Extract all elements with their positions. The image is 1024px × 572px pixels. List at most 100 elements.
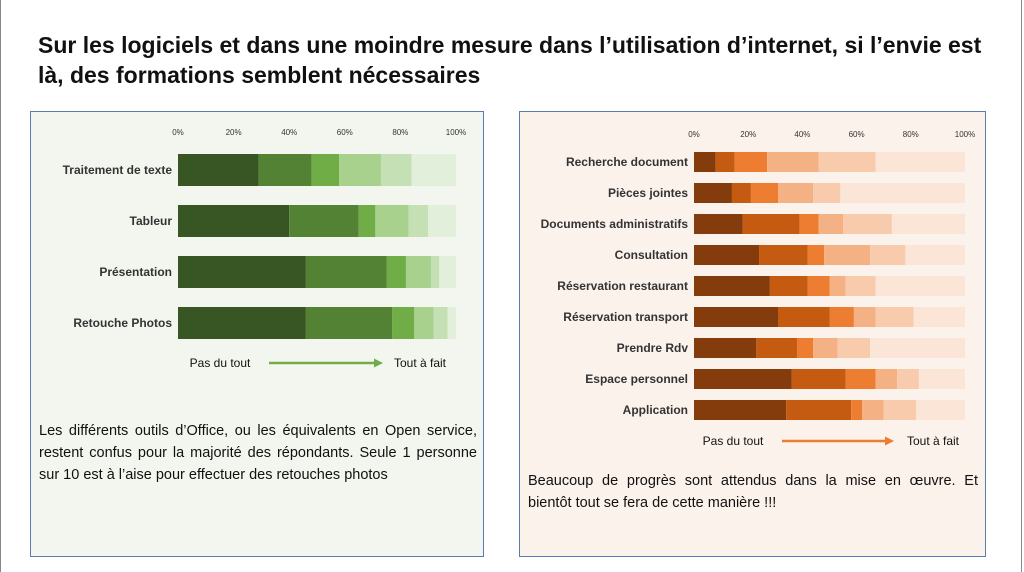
x-tick-label: 40% <box>281 128 297 137</box>
category-label: Présentation <box>99 265 172 279</box>
x-tick-label: 100% <box>446 128 466 137</box>
bar-segment <box>818 152 876 172</box>
bar-segment <box>734 152 768 172</box>
bar-segment <box>813 338 838 358</box>
bar-segment <box>824 245 871 265</box>
bar-segment <box>778 183 814 203</box>
bar-segment <box>742 214 800 234</box>
category-label: Pièces jointes <box>608 186 688 200</box>
bar-segment <box>845 276 876 296</box>
bar-segment <box>694 338 757 358</box>
bar-segment <box>430 256 440 288</box>
x-tick-label: 80% <box>903 130 919 139</box>
bar-segment <box>799 214 819 234</box>
bar-segment <box>829 276 846 296</box>
bar-segment <box>375 205 409 237</box>
x-tick-label: 100% <box>955 130 975 139</box>
x-tick-label: 80% <box>392 128 408 137</box>
bar-segment <box>414 307 434 339</box>
bar-segment <box>786 400 852 420</box>
bar-segment <box>916 400 965 420</box>
bar-segment <box>358 205 376 237</box>
category-label: Retouche Photos <box>73 316 172 330</box>
bar-segment <box>405 256 431 288</box>
bar-segment <box>767 152 819 172</box>
bar-segment <box>408 205 429 237</box>
bar-segment <box>289 205 359 237</box>
software-chart: 0% 20% 40% 60% 80% 100% Traitement de texte Tab… <box>63 128 467 370</box>
x-tick-label: 60% <box>849 130 865 139</box>
bar-segment <box>305 256 387 288</box>
slide-title: Sur les logiciels et dans une moindre me… <box>38 32 982 88</box>
category-label: Traitement de texte <box>63 163 173 177</box>
bar-segment <box>875 307 914 327</box>
bar-segment <box>258 154 312 186</box>
bar-segment <box>913 307 965 327</box>
bar-segment <box>447 307 456 339</box>
bar-segment <box>875 152 965 172</box>
bar-segment <box>813 183 841 203</box>
category-label: Prendre Rdv <box>617 341 689 355</box>
bar-segment <box>918 369 965 389</box>
category-label: Application <box>623 403 688 417</box>
bar-segment <box>428 205 456 237</box>
bar-segment <box>840 183 965 203</box>
category-label: Espace personnel <box>585 372 688 386</box>
left-panel: 0% 20% 40% 60% 80% 100% Traitement de texte Tab… <box>30 111 484 557</box>
bar-segment <box>750 183 779 203</box>
bar-segment <box>875 369 898 389</box>
x-tick-label: 20% <box>226 128 242 137</box>
category-label: Tableur <box>130 214 173 228</box>
scale-low-label: Pas du tout <box>703 434 764 448</box>
category-label: Documents administratifs <box>541 217 689 231</box>
bar-segment <box>796 338 814 358</box>
bar-segment <box>433 307 448 339</box>
bar-segment <box>439 256 456 288</box>
arrow-head-icon <box>885 436 894 446</box>
bar-segment <box>731 183 751 203</box>
bar-segment <box>870 245 906 265</box>
bar-segment <box>392 307 415 339</box>
bar-segment <box>380 154 412 186</box>
bar-segment <box>694 307 779 327</box>
bar-segment <box>897 369 919 389</box>
bar-segment <box>386 256 406 288</box>
bar-segment <box>178 256 306 288</box>
x-tick-label: 0% <box>688 130 700 139</box>
bar-segment <box>807 245 825 265</box>
bar-segment <box>791 369 846 389</box>
bar-segment <box>178 154 259 186</box>
bar-segment <box>305 307 393 339</box>
bar-segment <box>862 400 884 420</box>
bar-segment <box>694 276 770 296</box>
arrow-head-icon <box>374 358 383 368</box>
bar-segment <box>311 154 340 186</box>
x-tick-label: 20% <box>740 130 756 139</box>
bar-segment <box>875 276 965 296</box>
bar-segment <box>891 214 965 234</box>
bar-segment <box>883 400 917 420</box>
category-label: Réservation transport <box>563 310 688 324</box>
bar-segment <box>870 338 965 358</box>
bar-segment <box>778 307 830 327</box>
bar-segment <box>845 369 876 389</box>
x-tick-label: 40% <box>794 130 810 139</box>
scale-high-label: Tout à fait <box>907 434 960 448</box>
category-label: Consultation <box>615 248 688 262</box>
bar-segment <box>339 154 381 186</box>
internet-chart: 0% 20% 40% 60% 80% 100% Recherche document Pièc… <box>541 130 976 448</box>
bar-segment <box>694 400 787 420</box>
right-panel: 0% 20% 40% 60% 80% 100% Recherche document Pièc… <box>519 111 986 557</box>
bar-segment <box>178 205 290 237</box>
right-comment: Beaucoup de progrès sont attendus dans l… <box>528 473 978 511</box>
bar-segment <box>694 214 743 234</box>
scale-low-label: Pas du tout <box>190 356 251 370</box>
bar-segment <box>818 214 844 234</box>
bar-segment <box>694 245 760 265</box>
scale-high-label: Tout à fait <box>394 356 447 370</box>
bar-segment <box>837 338 871 358</box>
bar-segment <box>851 400 863 420</box>
bar-segment <box>694 369 792 389</box>
left-comment: Les différents outils d’Office, ou les é… <box>39 423 477 483</box>
